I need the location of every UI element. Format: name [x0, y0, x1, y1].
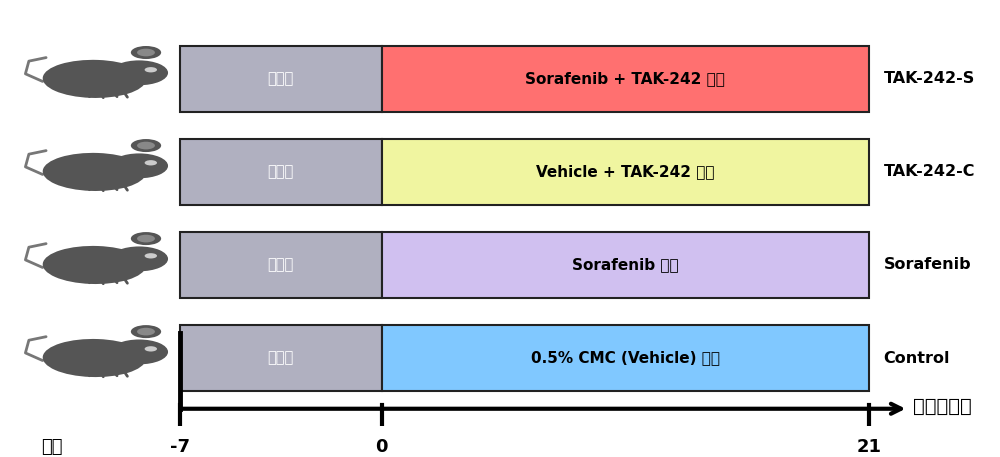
- Text: 21: 21: [856, 438, 881, 457]
- FancyBboxPatch shape: [382, 232, 869, 298]
- Circle shape: [110, 60, 168, 85]
- Text: Control: Control: [884, 351, 950, 366]
- Text: 适应期: 适应期: [268, 165, 294, 180]
- Text: 适应期: 适应期: [268, 71, 294, 86]
- Text: Vehicle + TAK-242 干预: Vehicle + TAK-242 干预: [536, 165, 715, 180]
- FancyBboxPatch shape: [382, 139, 869, 205]
- Text: 适应期: 适应期: [268, 257, 294, 272]
- Text: Sorafenib 干预: Sorafenib 干预: [572, 257, 679, 272]
- Circle shape: [137, 48, 155, 56]
- Circle shape: [145, 346, 157, 351]
- Text: Sorafenib + TAK-242 干预: Sorafenib + TAK-242 干预: [525, 71, 725, 86]
- Circle shape: [110, 246, 168, 271]
- Text: -7: -7: [170, 438, 190, 457]
- Circle shape: [145, 67, 157, 72]
- Ellipse shape: [43, 246, 146, 284]
- Circle shape: [110, 154, 168, 178]
- Text: 适应期: 适应期: [268, 351, 294, 366]
- Circle shape: [131, 325, 161, 338]
- Ellipse shape: [43, 339, 146, 377]
- Text: 天数: 天数: [41, 438, 63, 457]
- Circle shape: [145, 160, 157, 165]
- Circle shape: [137, 142, 155, 149]
- Circle shape: [145, 253, 157, 259]
- Circle shape: [131, 46, 161, 59]
- Ellipse shape: [43, 60, 146, 98]
- FancyBboxPatch shape: [180, 139, 382, 205]
- Text: 处死，取材: 处死，取材: [913, 397, 972, 416]
- Text: TAK-242-C: TAK-242-C: [884, 165, 975, 180]
- Circle shape: [131, 139, 161, 152]
- Text: 0.5% CMC (Vehicle) 干预: 0.5% CMC (Vehicle) 干预: [531, 351, 720, 366]
- Circle shape: [131, 232, 161, 245]
- Circle shape: [110, 340, 168, 364]
- Text: 0: 0: [375, 438, 388, 457]
- FancyBboxPatch shape: [180, 232, 382, 298]
- Text: Sorafenib: Sorafenib: [884, 257, 971, 272]
- FancyBboxPatch shape: [382, 46, 869, 112]
- FancyBboxPatch shape: [382, 325, 869, 391]
- FancyBboxPatch shape: [180, 325, 382, 391]
- Circle shape: [137, 328, 155, 335]
- Ellipse shape: [43, 153, 146, 191]
- FancyBboxPatch shape: [180, 46, 382, 112]
- Text: TAK-242-S: TAK-242-S: [884, 71, 975, 86]
- Circle shape: [137, 235, 155, 242]
